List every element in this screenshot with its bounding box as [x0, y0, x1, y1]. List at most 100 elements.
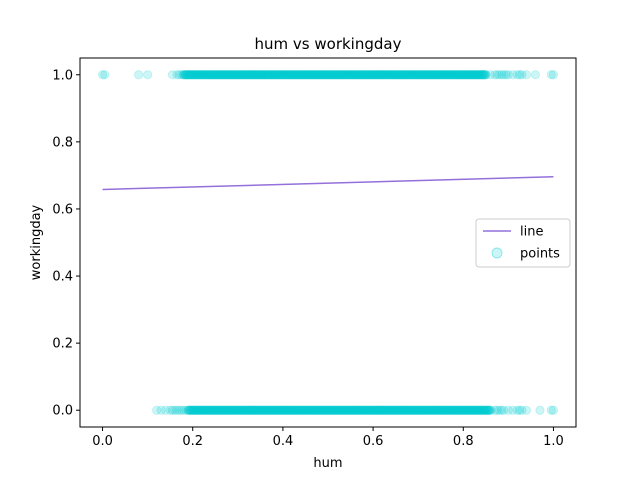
scatter-point: [395, 405, 405, 415]
legend-label-line: line: [520, 225, 543, 240]
scatter-point: [304, 405, 314, 415]
scatter-point: [203, 70, 214, 80]
scatter-point: [208, 405, 218, 415]
scatter-point: [360, 70, 370, 80]
scatter-point: [254, 405, 264, 415]
scatter-point: [210, 405, 220, 415]
scatter-point: [172, 70, 182, 80]
scatter-point: [242, 405, 252, 415]
scatter-point: [340, 70, 350, 80]
scatter-point: [484, 405, 494, 415]
scatter-point: [330, 70, 340, 80]
scatter-point: [383, 405, 393, 415]
scatter-point: [469, 405, 480, 415]
scatter-point: [286, 70, 296, 80]
scatter-point: [380, 405, 391, 415]
scatter-point: [353, 70, 364, 80]
scatter-point: [366, 70, 376, 80]
scatter-point: [446, 405, 456, 415]
scatter-point: [258, 405, 268, 415]
scatter-point: [179, 405, 189, 415]
scatter-point: [344, 70, 355, 80]
scatter-point: [462, 405, 472, 415]
scatter-point: [477, 405, 488, 415]
scatter-point: [256, 405, 267, 415]
scatter-point: [383, 70, 393, 80]
scatter-point: [433, 405, 444, 415]
scatter-point: [308, 70, 318, 80]
scatter-point: [449, 70, 459, 80]
scatter-point: [471, 70, 481, 80]
scatter-point: [403, 405, 413, 415]
scatter-point: [341, 70, 351, 80]
scatter-point: [300, 70, 311, 80]
x-tick-label: 0.0: [92, 434, 113, 449]
scatter-point: [259, 405, 269, 415]
scatter-point: [379, 405, 389, 415]
scatter-point: [217, 70, 227, 80]
scatter-point: [329, 70, 339, 80]
scatter-point: [233, 70, 243, 80]
scatter-point: [409, 405, 419, 415]
scatter-point: [301, 405, 312, 415]
scatter-point: [300, 70, 311, 80]
scatter-point: [216, 405, 226, 415]
scatter-point: [201, 70, 211, 80]
scatter-point: [261, 70, 271, 80]
scatter-point: [424, 70, 435, 80]
scatter-point: [276, 70, 286, 80]
scatter-point: [232, 405, 242, 415]
scatter-point: [193, 405, 203, 415]
scatter-point: [182, 70, 192, 80]
scatter-point: [315, 70, 325, 80]
scatter-point: [234, 70, 244, 80]
scatter-point: [313, 405, 323, 415]
scatter-point: [268, 405, 278, 415]
scatter-point: [296, 405, 306, 415]
scatter-point: [474, 70, 484, 80]
scatter-point: [267, 405, 277, 415]
scatter-point: [181, 70, 191, 80]
scatter-point: [386, 70, 396, 80]
scatter-point: [477, 70, 488, 80]
scatter-point: [333, 70, 343, 80]
scatter-point: [449, 405, 459, 415]
scatter-point: [258, 70, 268, 80]
scatter-point: [180, 70, 190, 80]
scatter-point: [472, 70, 482, 80]
scatter-point: [281, 70, 291, 80]
scatter-point: [299, 405, 309, 415]
scatter-point: [192, 405, 202, 415]
scatter-point: [501, 70, 511, 80]
scatter-point: [220, 70, 231, 80]
scatter-point: [471, 70, 481, 80]
scatter-point: [161, 405, 171, 415]
scatter-point: [393, 405, 403, 415]
scatter-point: [304, 405, 314, 415]
scatter-point: [475, 70, 485, 80]
scatter-point: [291, 70, 302, 80]
scatter-point: [413, 70, 423, 80]
scatter-point: [309, 70, 320, 80]
scatter-point: [349, 405, 359, 415]
scatter-point: [209, 70, 219, 80]
scatter-point: [380, 405, 391, 415]
scatter-point: [201, 405, 211, 415]
scatter-point: [246, 405, 256, 415]
scatter-point: [221, 405, 232, 415]
scatter-point: [253, 405, 263, 415]
scatter-point: [350, 405, 360, 415]
scatter-point: [424, 405, 435, 415]
scatter-point: [478, 70, 489, 80]
scatter-point: [416, 405, 427, 415]
scatter-point: [386, 70, 396, 80]
scatter-point: [455, 405, 465, 415]
scatter-point: [225, 405, 235, 415]
scatter-point: [418, 70, 428, 80]
scatter-point: [299, 405, 309, 415]
scatter-point: [415, 70, 426, 80]
scatter-point: [480, 70, 490, 80]
scatter-point: [503, 70, 513, 80]
scatter-point: [295, 70, 305, 80]
scatter-point: [326, 405, 336, 415]
